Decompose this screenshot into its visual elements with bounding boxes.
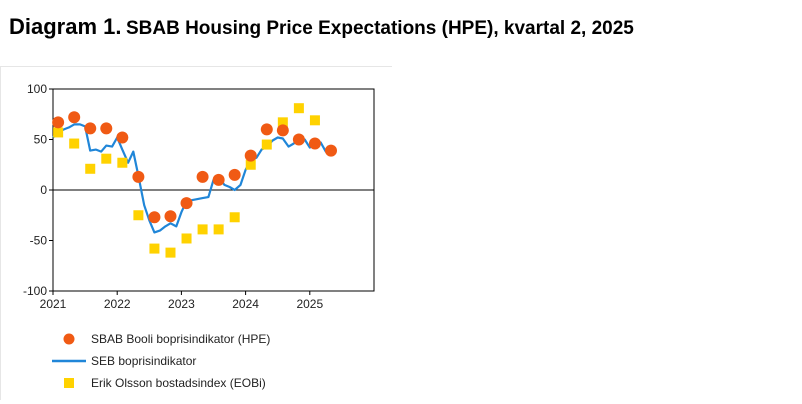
- eobi-point: [309, 115, 320, 126]
- y-tick-label: -50: [30, 234, 48, 248]
- y-tick-label: -100: [23, 284, 47, 298]
- y-tick-label: 0: [40, 183, 47, 197]
- eobi-point: [261, 139, 272, 150]
- chart-legend: SBAB Booli boprisindikator (HPE) SEB bopr…: [52, 332, 270, 390]
- title-prefix: Diagram 1.: [9, 14, 122, 39]
- legend-label-eobi: Erik Olsson bostadsindex (EOBi): [91, 376, 266, 390]
- eobi-point: [277, 117, 288, 128]
- eobi-point: [101, 153, 112, 164]
- hpe-point: [244, 149, 257, 162]
- y-tick-label: 100: [27, 82, 47, 96]
- hpe-point: [116, 131, 129, 144]
- eobi-point: [133, 210, 144, 221]
- hpe-point: [324, 144, 337, 157]
- hpe-point: [228, 168, 241, 181]
- title-text: SBAB Housing Price Expectations (HPE), k…: [125, 18, 634, 39]
- eobi-point: [181, 233, 192, 244]
- hpe-point: [132, 170, 145, 183]
- eobi-point: [53, 127, 64, 138]
- eobi-point: [69, 138, 80, 149]
- hpe-point: [260, 123, 273, 136]
- x-tick-label: 2024: [232, 297, 259, 311]
- eobi-point: [293, 103, 304, 114]
- hpe-point: [292, 133, 305, 146]
- eobi-point: [165, 247, 176, 258]
- hpe-point: [196, 170, 209, 183]
- eobi-point: [117, 157, 128, 168]
- x-tick-label: 2022: [104, 297, 131, 311]
- chart-panel: 100 50 0 -50 -100 2021 2022 2023 2024 2025 SBAB B…: [0, 66, 392, 400]
- hpe-point: [52, 116, 65, 129]
- y-tick-label: 50: [34, 133, 48, 147]
- eobi-point: [85, 163, 96, 174]
- hpe-point: [308, 137, 321, 150]
- legend-marker-hpe: [63, 333, 75, 345]
- x-tick-label: 2021: [40, 297, 67, 311]
- x-tick-label: 2025: [296, 297, 323, 311]
- hpe-point: [164, 210, 177, 223]
- eobi-point: [197, 224, 208, 235]
- hpe-point: [276, 124, 289, 137]
- plot-area: [52, 103, 337, 258]
- hpe-point: [180, 197, 193, 210]
- eobi-point: [213, 224, 224, 235]
- x-tick-label: 2023: [168, 297, 195, 311]
- eobi-point: [229, 212, 240, 223]
- legend-label-seb: SEB boprisindikator: [91, 354, 196, 368]
- hpe-point: [68, 111, 81, 124]
- hpe-point: [212, 173, 225, 186]
- eobi-point: [149, 243, 160, 254]
- hpe-point: [100, 122, 113, 135]
- hpe-point: [84, 122, 97, 135]
- seb-line: [52, 123, 332, 234]
- page-title: Diagram 1. SBAB Housing Price Expectatio…: [9, 14, 634, 40]
- legend-label-hpe: SBAB Booli boprisindikator (HPE): [91, 332, 270, 346]
- eobi-point: [245, 159, 256, 170]
- hpe-point: [148, 211, 161, 224]
- legend-marker-eobi: [64, 378, 74, 388]
